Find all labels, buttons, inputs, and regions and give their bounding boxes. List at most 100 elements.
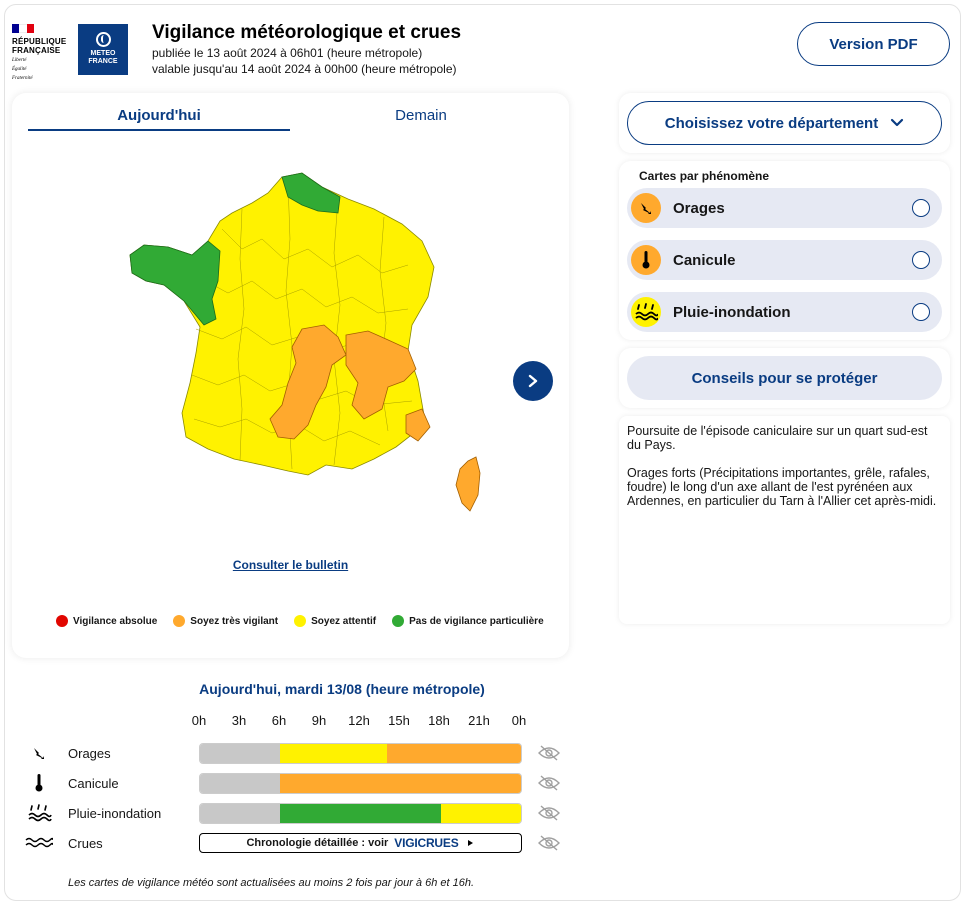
radio-orages[interactable] <box>912 199 930 217</box>
timeline-segment <box>387 744 521 763</box>
mf-line-2: FRANCE <box>88 58 118 65</box>
timeline-segment <box>280 744 388 763</box>
radio-canicule[interactable] <box>912 251 930 269</box>
play-arrow-icon <box>467 840 473 846</box>
hour-label: 15h <box>388 713 410 728</box>
timeline-label-orages: Orages <box>68 746 111 761</box>
legend-item-red: Vigilance absolue <box>56 615 157 627</box>
rf-motto-2: Égalité <box>12 67 27 72</box>
rf-line-2: FRANÇAISE <box>12 46 61 55</box>
timeline-segment <box>200 804 281 823</box>
vigicrues-logo: VIGICRUES <box>394 836 459 850</box>
hour-label: 12h <box>348 713 370 728</box>
legend-label-orange: Soyez très vigilant <box>190 615 279 627</box>
map-legend: Vigilance absolue Soyez très vigilant So… <box>56 615 544 627</box>
mf-line-1: METEO <box>90 50 116 57</box>
rain-flood-icon <box>631 297 661 327</box>
timeline-bar-pluie-inondation <box>199 803 522 824</box>
page-title: Vigilance météorologique et crues <box>152 22 462 43</box>
eye-off-icon[interactable] <box>538 775 560 791</box>
chevron-right-icon <box>528 374 538 388</box>
timeline-segment <box>280 804 441 823</box>
thermometer-icon <box>24 773 54 793</box>
rf-line-1: RÉPUBLIQUE <box>12 37 67 46</box>
lightning-icon <box>631 193 661 223</box>
legend-dot-green <box>392 615 405 627</box>
department-select-button[interactable]: Choisissez votre département <box>627 101 942 145</box>
department-card: Choisissez votre département <box>619 93 950 153</box>
phenomenon-label-pluie-inondation: Pluie-inondation <box>673 303 791 321</box>
legend-dot-yellow <box>294 615 307 627</box>
eye-off-icon[interactable] <box>538 835 560 851</box>
hour-label: 9h <box>311 713 327 728</box>
republique-francaise-logo[interactable]: RÉPUBLIQUE FRANÇAISE Liberté Égalité Fra… <box>12 24 72 82</box>
advice-card: Conseils pour se protéger <box>619 348 950 408</box>
map-card: Aujourd'hui Demain Consulter <box>12 93 569 658</box>
eye-off-icon[interactable] <box>538 805 560 821</box>
zone-green-nord[interactable] <box>281 172 341 214</box>
radio-pluie-inondation[interactable] <box>912 303 930 321</box>
next-map-button[interactable] <box>513 361 553 401</box>
tab-tomorrow[interactable]: Demain <box>395 107 447 124</box>
phenomenon-label-orages: Orages <box>673 199 725 217</box>
legend-item-orange: Soyez très vigilant <box>173 615 278 627</box>
timeline-label-pluie-inondation: Pluie-inondation <box>68 806 162 821</box>
comment-paragraph-1: Poursuite de l'épisode caniculaire sur u… <box>627 424 928 452</box>
zone-orange-southeast[interactable] <box>405 408 431 442</box>
french-flag-icon <box>12 24 34 33</box>
timeline-title: Aujourd'hui, mardi 13/08 (heure métropol… <box>199 681 485 697</box>
meteo-france-emblem-icon <box>95 32 111 47</box>
forecast-comment: Poursuite de l'épisode caniculaire sur u… <box>619 416 950 624</box>
zone-green-brittany[interactable] <box>129 240 221 326</box>
timeline-segment <box>440 804 521 823</box>
legend-dot-red <box>56 615 68 627</box>
zone-orange-rhone[interactable] <box>345 330 417 420</box>
phenomenon-canicule[interactable]: Canicule <box>627 240 942 280</box>
hour-label: 0h <box>191 713 207 728</box>
legend-label-yellow: Soyez attentif <box>311 615 377 627</box>
timeline-bar-orages <box>199 743 522 764</box>
update-footnote: Les cartes de vigilance météo sont actua… <box>68 877 475 889</box>
hour-label: 3h <box>231 713 247 728</box>
vigilance-map[interactable] <box>112 169 492 539</box>
waves-icon <box>24 833 54 853</box>
timeline-label-crues: Crues <box>68 836 103 851</box>
timeline-segment <box>280 774 521 793</box>
lightning-icon <box>24 743 54 763</box>
hour-label: 18h <box>428 713 450 728</box>
timeline-label-canicule: Canicule <box>68 776 119 791</box>
timeline-segment <box>200 744 281 763</box>
eye-off-icon[interactable] <box>538 745 560 761</box>
legend-item-yellow: Soyez attentif <box>294 615 376 627</box>
legend-label-green: Pas de vigilance particulière <box>409 615 544 627</box>
valid-until-date: valable jusqu'au 14 août 2024 à 00h00 (h… <box>152 62 457 76</box>
chevron-down-icon <box>891 118 904 127</box>
timeline-bar-canicule <box>199 773 522 794</box>
corsica[interactable] <box>455 456 481 512</box>
phenomenon-label-canicule: Canicule <box>673 251 736 269</box>
meteo-france-logo[interactable]: METEO FRANCE <box>78 24 128 75</box>
legend-label-red: Vigilance absolue <box>73 615 158 627</box>
pdf-version-button[interactable]: Version PDF <box>797 22 950 66</box>
phenomenon-pluie-inondation[interactable]: Pluie-inondation <box>627 292 942 332</box>
tab-today[interactable]: Aujourd'hui <box>28 107 290 131</box>
legend-dot-orange <box>173 615 186 627</box>
vigicrues-link-text: Chronologie détaillée : voir <box>246 837 389 849</box>
rf-motto-1: Liberté <box>12 58 27 63</box>
department-select-label: Choisissez votre département <box>664 114 879 132</box>
legend-item-green: Pas de vigilance particulière <box>392 615 544 627</box>
zone-orange-center[interactable] <box>269 324 347 440</box>
vigicrues-link[interactable]: Chronologie détaillée : voir VIGICRUES <box>199 833 522 853</box>
rf-motto-3: Fraternité <box>12 76 33 81</box>
rain-flood-icon <box>24 803 54 823</box>
hour-label: 6h <box>271 713 287 728</box>
phenomenon-orages[interactable]: Orages <box>627 188 942 228</box>
hour-label: 21h <box>468 713 490 728</box>
hour-label: 0h <box>511 713 527 728</box>
advice-button[interactable]: Conseils pour se protéger <box>627 356 942 400</box>
comment-paragraph-2: Orages forts (Précipitations importantes… <box>627 466 937 508</box>
bulletin-link[interactable]: Consulter le bulletin <box>232 558 349 572</box>
thermometer-icon <box>631 245 661 275</box>
published-date: publiée le 13 août 2024 à 06h01 (heure m… <box>152 46 423 60</box>
phenomena-card: Cartes par phénomène Orages Canicule Plu… <box>619 161 950 340</box>
